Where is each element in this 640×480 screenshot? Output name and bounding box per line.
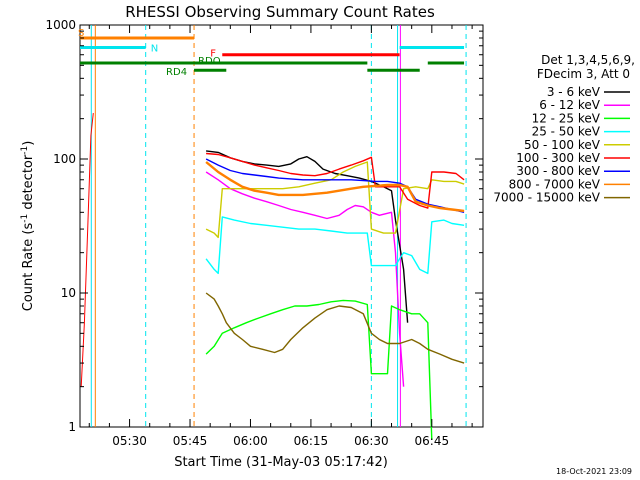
x-tick-label: 06:30 [354,434,389,448]
series-early-spike [80,113,94,387]
x-axis-label: Start Time (31-May-03 05:17:42) [174,455,388,470]
series-800-7000-kev [205,161,465,213]
y-tick-label: 100 [53,152,76,166]
y-axis-label-sup1: -1 [20,214,30,223]
x-tick-label: 06:00 [233,434,268,448]
state-label-rd4: RD4 [166,67,187,78]
legend-item-label: 800 - 7000 keV [509,177,601,191]
legend: Det 1,3,4,5,6,9, FDecim 3, Att 0 3 - 6 k… [493,53,635,205]
y-axis-label-sup2: -1 [20,146,30,155]
chart-title: RHESSI Observing Summary Count Rates [125,3,435,21]
x-tick-label: 05:45 [173,434,208,448]
state-label-n: N [151,43,158,54]
state-label-rdo: RDO [198,56,221,67]
y-axis: 1 10 100 1000 [45,18,483,434]
y-axis-label-mid: detector [21,154,36,214]
x-tick-label: 06:45 [415,434,450,448]
legend-item-label: 25 - 50 keV [532,125,601,139]
y-tick-label: 10 [61,286,76,300]
series-100-300-kev [206,152,465,209]
event-markers [90,25,467,427]
x-tick-label: 06:15 [294,434,329,448]
legend-item-label: 7000 - 15000 keV [493,191,600,205]
series-3-6-kev [206,150,409,323]
state-label-f: F [210,49,216,60]
x-axis: 05:30 05:45 06:00 06:15 06:30 06:45 [88,25,473,448]
footer-date: 18-Oct-2021 23:09 [556,467,632,476]
legend-item-label: 12 - 25 keV [532,111,601,125]
series-25-50-kev [205,216,465,275]
legend-header-detectors: Det 1,3,4,5,6,9, [541,53,635,67]
y-axis-label-end: ) [21,141,36,146]
series-7000-15000-kev [205,292,465,364]
legend-item-label: 6 - 12 keV [539,98,601,112]
y-tick-label: 1 [68,420,76,434]
plot-frame [79,24,484,428]
series-6-12-kev [205,171,405,387]
y-axis-label: Count Rate (s-1 detector-1) [20,141,36,312]
legend-item-label: 300 - 800 keV [516,164,600,178]
legend-item-label: 100 - 300 keV [516,151,600,165]
series-50-100-kev [205,161,465,239]
y-axis-label-main: Count Rate (s [21,223,36,312]
legend-item-label: 50 - 100 keV [524,138,601,152]
state-label-s: S [78,28,84,39]
series-lines [80,113,465,441]
legend-item-label: 3 - 6 keV [547,85,601,99]
x-tick-label: 05:30 [112,434,147,448]
legend-header-decimation: FDecim 3, Att 0 [537,67,630,81]
series-300-800-kev [205,158,465,213]
series-12-25-kev [205,299,433,441]
y-tick-label: 1000 [45,18,76,32]
